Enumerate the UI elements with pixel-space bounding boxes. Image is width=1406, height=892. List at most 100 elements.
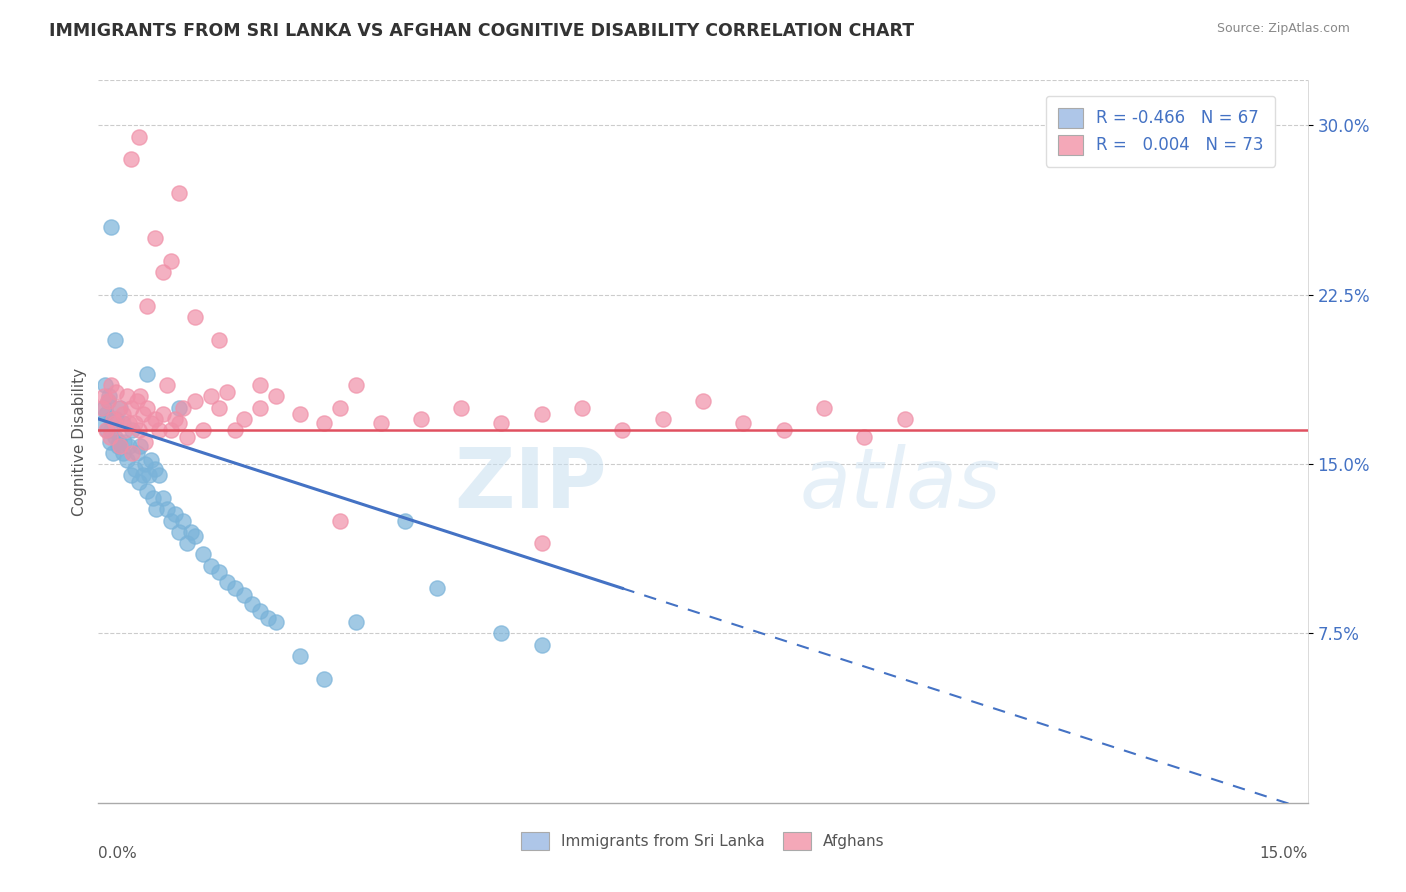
Point: [93, 389, 115, 403]
Point: [172, 514, 194, 528]
Point: [129, 439, 152, 453]
Point: [96, 408, 118, 422]
Point: [98, 434, 121, 449]
Point: [288, 408, 311, 422]
Point: [314, 417, 336, 431]
Point: [208, 333, 231, 347]
Point: [124, 461, 146, 475]
Point: [132, 408, 155, 422]
Point: [135, 484, 157, 499]
Point: [103, 333, 125, 347]
Point: [115, 389, 138, 403]
Point: [217, 384, 239, 399]
Point: [176, 430, 198, 444]
Point: [107, 287, 129, 301]
Point: [107, 401, 129, 415]
Point: [176, 536, 198, 550]
Point: [134, 457, 156, 471]
Point: [132, 468, 155, 483]
Point: [163, 507, 186, 521]
Point: [107, 439, 129, 453]
Point: [314, 672, 336, 686]
Point: [217, 574, 239, 589]
Point: [148, 423, 170, 437]
Point: [232, 412, 254, 426]
Text: ZIP: ZIP: [454, 444, 606, 525]
Point: [651, 412, 673, 426]
Point: [148, 468, 170, 483]
Point: [208, 566, 231, 580]
Point: [249, 604, 271, 618]
Point: [143, 412, 166, 426]
Point: [160, 253, 183, 268]
Point: [530, 536, 553, 550]
Point: [121, 446, 143, 460]
Point: [143, 461, 166, 475]
Point: [249, 401, 271, 415]
Point: [224, 582, 246, 596]
Point: [184, 393, 207, 408]
Point: [108, 401, 131, 415]
Point: [152, 491, 174, 505]
Point: [108, 439, 131, 453]
Point: [152, 408, 174, 422]
Point: [167, 401, 190, 415]
Point: [813, 401, 835, 415]
Point: [91, 401, 114, 415]
Point: [145, 502, 167, 516]
Point: [100, 220, 122, 235]
Point: [112, 434, 135, 449]
Point: [184, 310, 207, 325]
Point: [167, 417, 190, 431]
Point: [135, 367, 157, 381]
Point: [288, 648, 311, 663]
Point: [128, 129, 150, 144]
Point: [329, 401, 352, 415]
Point: [100, 423, 122, 437]
Point: [853, 430, 876, 444]
Point: [135, 299, 157, 313]
Point: [344, 615, 367, 630]
Point: [114, 423, 136, 437]
Point: [101, 446, 124, 460]
Point: [94, 378, 117, 392]
Text: Source: ZipAtlas.com: Source: ZipAtlas.com: [1216, 22, 1350, 36]
Point: [134, 434, 156, 449]
Point: [329, 514, 352, 528]
Point: [96, 423, 118, 437]
Point: [733, 417, 755, 431]
Point: [103, 417, 125, 431]
Point: [105, 412, 128, 426]
Point: [264, 389, 287, 403]
Point: [264, 615, 287, 630]
Point: [105, 384, 128, 399]
Point: [96, 423, 118, 437]
Point: [100, 378, 122, 392]
Point: [160, 423, 183, 437]
Point: [139, 417, 162, 431]
Point: [101, 412, 124, 426]
Point: [100, 412, 122, 426]
Point: [139, 452, 162, 467]
Point: [491, 417, 513, 431]
Point: [98, 430, 121, 444]
Point: [143, 231, 166, 245]
Point: [256, 610, 278, 624]
Point: [127, 446, 149, 460]
Point: [394, 514, 416, 528]
Point: [167, 186, 190, 201]
Point: [128, 423, 150, 437]
Point: [344, 378, 367, 392]
Point: [240, 597, 263, 611]
Point: [138, 468, 160, 483]
Point: [200, 558, 222, 573]
Text: atlas: atlas: [800, 444, 1001, 525]
Point: [163, 412, 186, 426]
Point: [121, 423, 143, 437]
Text: 15.0%: 15.0%: [1260, 847, 1308, 861]
Point: [120, 401, 142, 415]
Point: [156, 502, 179, 516]
Point: [135, 401, 157, 415]
Point: [124, 417, 146, 431]
Point: [409, 412, 432, 426]
